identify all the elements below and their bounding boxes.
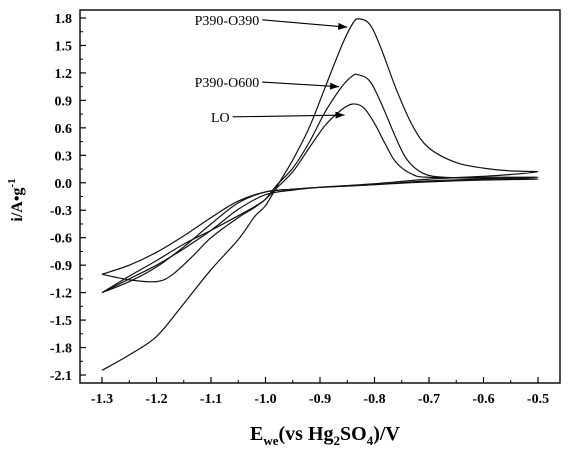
series-layer — [101, 18, 539, 371]
x-tick-label: -1.2 — [145, 392, 167, 407]
x-tick-label: -1.3 — [91, 392, 113, 407]
y-tick-label: 1.8 — [55, 12, 73, 27]
annotation-arrow-line — [262, 19, 348, 28]
annotation-arrowhead — [337, 22, 348, 30]
y-tick-label: 1.5 — [55, 39, 73, 54]
y-tick-label: 1.2 — [55, 67, 73, 82]
y-tick-label: -1.5 — [50, 314, 72, 329]
y-tick-label: -0.9 — [50, 259, 72, 274]
annotation-arrowhead — [335, 111, 345, 119]
annotation-label-p390-o390: P390-O390 — [195, 14, 260, 29]
annotation-layer: P390-O390 P390-O600 LO — [195, 14, 348, 126]
plot-area-frame — [79, 9, 561, 384]
x-tick-label: -0.5 — [527, 392, 549, 407]
y-tick-label: -0.6 — [50, 232, 72, 247]
y-tick-label: 0.3 — [55, 149, 73, 164]
x-axis-title: Ewe(vs Hg2SO4)/V — [250, 423, 400, 448]
x-tick-label: -0.7 — [418, 392, 440, 407]
y-tick-label: -2.1 — [50, 369, 72, 384]
y-tick-label: -1.2 — [50, 287, 72, 302]
x-tick-label: -0.9 — [309, 392, 331, 407]
annotation-arrow-line — [232, 114, 345, 118]
y-tick-label: -1.8 — [50, 342, 72, 357]
annotation-arrow-line — [262, 81, 340, 88]
y-tick-label: 0.0 — [55, 177, 73, 192]
x-tick-label: -1.0 — [254, 392, 276, 407]
annotation-arrowhead — [329, 82, 340, 90]
y-axis-title: i/A•g-1 — [6, 178, 26, 221]
y-tick-label: 0.6 — [55, 122, 73, 137]
annotation-label-p390-o600: P390-O600 — [195, 76, 260, 91]
y-tick-label: 0.9 — [55, 94, 73, 109]
series-curve-lo — [101, 103, 539, 294]
x-tick-label: -0.8 — [363, 392, 385, 407]
x-tick-label: -1.1 — [200, 392, 222, 407]
annotation-label-lo: LO — [211, 111, 230, 126]
ticks-layer: -1.3 -1.2 -1.1 -1.0 -0.9 -0.8 -0.7 -0.6 -0.5 -2.1… — [50, 12, 549, 407]
x-tick-label: -0.6 — [472, 392, 494, 407]
series-curve-p390-o390 — [101, 18, 539, 371]
y-tick-label: -0.3 — [50, 204, 72, 219]
